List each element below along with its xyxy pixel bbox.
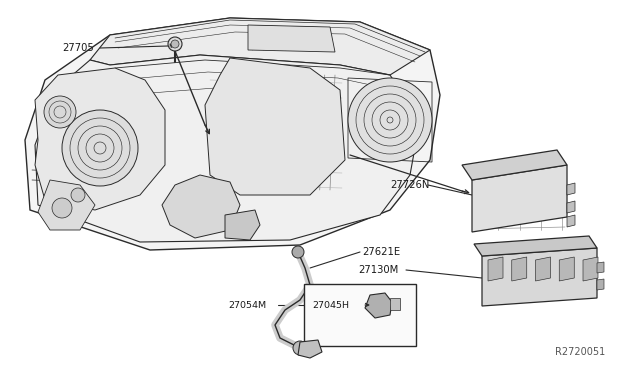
Polygon shape	[462, 150, 567, 180]
Polygon shape	[474, 236, 597, 256]
Circle shape	[292, 246, 304, 258]
Polygon shape	[248, 25, 335, 52]
Polygon shape	[162, 175, 240, 238]
Circle shape	[171, 40, 179, 48]
Polygon shape	[225, 210, 260, 240]
Polygon shape	[536, 257, 550, 281]
Polygon shape	[567, 183, 575, 195]
Polygon shape	[205, 58, 345, 195]
Polygon shape	[567, 215, 575, 227]
Text: 27726N: 27726N	[390, 180, 429, 190]
Circle shape	[71, 188, 85, 202]
Circle shape	[168, 37, 182, 51]
Polygon shape	[482, 248, 597, 306]
Polygon shape	[90, 18, 430, 75]
Bar	[390, 298, 400, 310]
Polygon shape	[35, 55, 420, 242]
Circle shape	[52, 198, 72, 218]
Polygon shape	[298, 340, 322, 358]
Polygon shape	[365, 293, 392, 318]
FancyBboxPatch shape	[304, 284, 416, 346]
Text: 27045H: 27045H	[312, 301, 349, 310]
Text: 27621E: 27621E	[362, 247, 400, 257]
Text: 27054M: 27054M	[228, 301, 266, 310]
Circle shape	[44, 96, 76, 128]
Polygon shape	[597, 262, 604, 273]
Circle shape	[348, 78, 432, 162]
Polygon shape	[597, 279, 604, 290]
Text: R2720051: R2720051	[555, 347, 605, 357]
Polygon shape	[25, 18, 440, 250]
Circle shape	[293, 341, 307, 355]
Polygon shape	[38, 180, 95, 230]
Text: 27705: 27705	[62, 43, 93, 53]
Polygon shape	[583, 257, 598, 281]
Polygon shape	[512, 257, 527, 281]
Polygon shape	[559, 257, 574, 281]
Text: 27130M: 27130M	[358, 265, 398, 275]
Polygon shape	[567, 201, 575, 213]
Polygon shape	[488, 257, 503, 281]
Polygon shape	[472, 165, 567, 232]
Polygon shape	[35, 68, 165, 210]
Circle shape	[62, 110, 138, 186]
